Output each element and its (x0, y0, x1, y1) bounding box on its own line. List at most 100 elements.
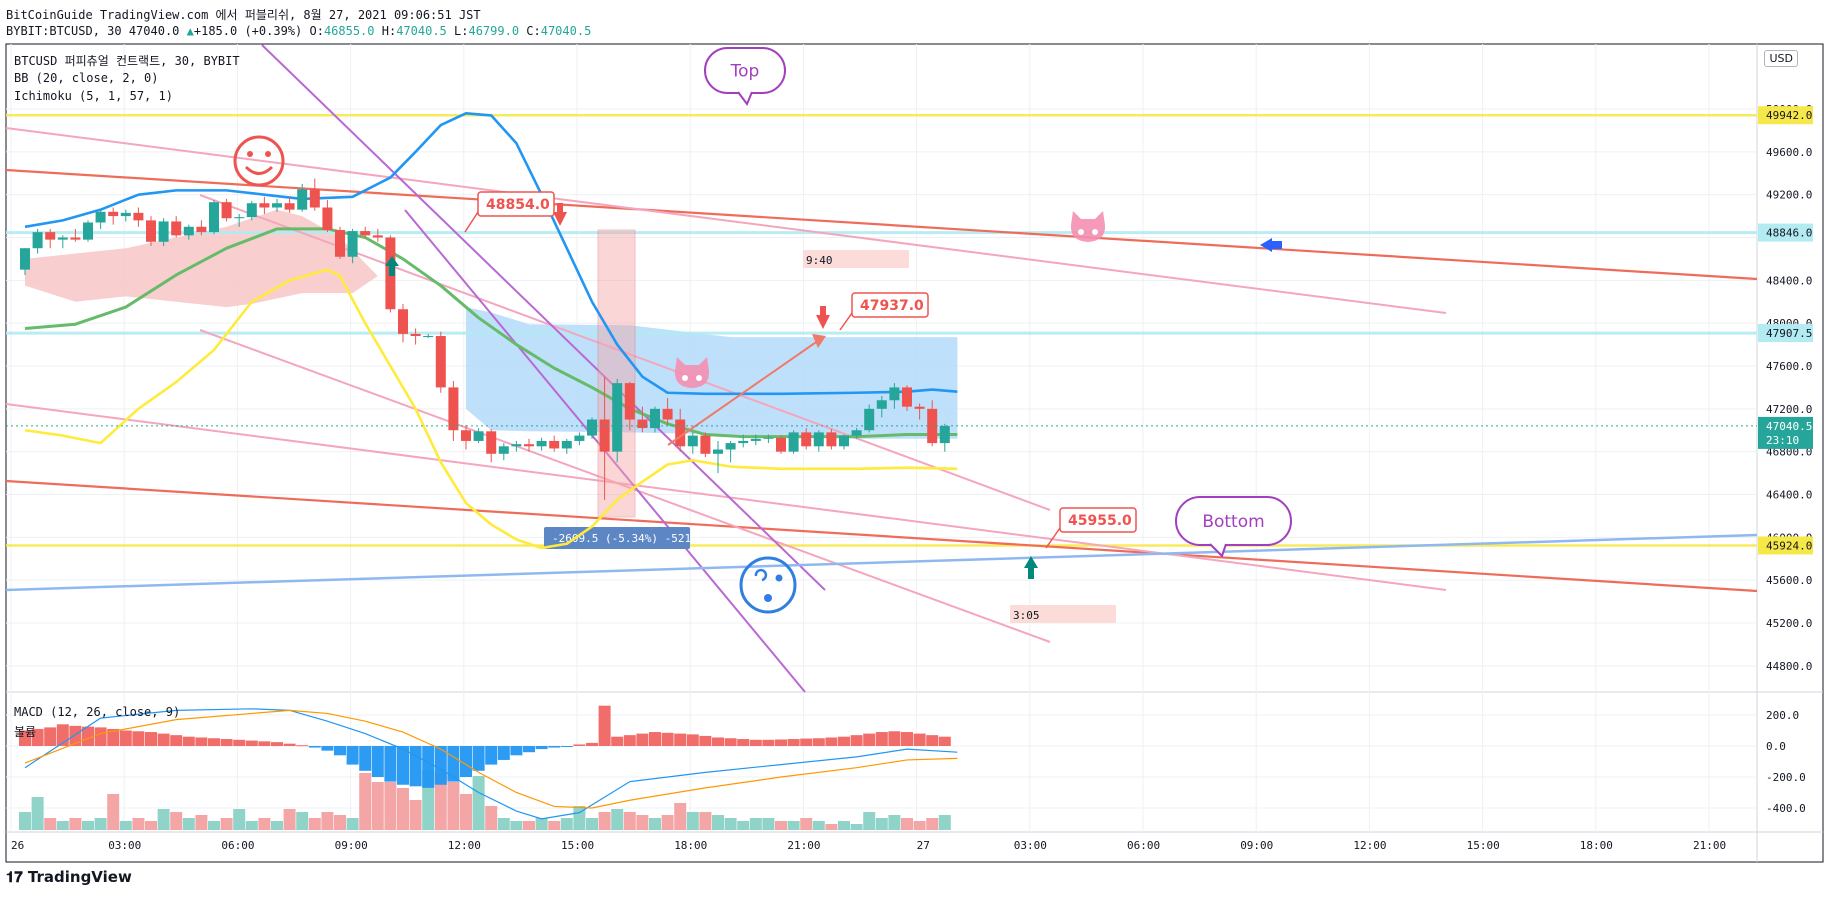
volume-bar (69, 818, 82, 830)
volume-bar (44, 818, 57, 830)
cat-icon-eye (1078, 229, 1084, 235)
macd-histogram-bar (800, 738, 813, 746)
macd-histogram-bar (434, 746, 447, 785)
legend-title: BTCUSD 퍼피츄얼 컨트랙트, 30, BYBIT (14, 54, 240, 68)
candle-body (599, 419, 610, 452)
macd-histogram-bar (938, 736, 951, 746)
last-price-badge-value: 47040.5 (1766, 420, 1812, 433)
volume-bar (447, 782, 460, 830)
price-badge-label: 49942.0 (1766, 109, 1812, 122)
volume-bar (107, 794, 120, 830)
volume-bar (586, 818, 598, 830)
candle-body (914, 406, 925, 409)
volume-bar (686, 812, 699, 830)
time-tick-label: 12:00 (1353, 839, 1386, 852)
bubble-bottom: Bottom (1202, 512, 1264, 532)
volume-bar (334, 815, 346, 830)
time-tick-label: 15:00 (1467, 839, 1500, 852)
time-label-940-bg (803, 250, 909, 268)
cat-icon-eye (682, 375, 688, 381)
candle-body (801, 432, 812, 447)
time-tick-label: 21:00 (787, 839, 820, 852)
volume-bar (132, 818, 145, 830)
macd-histogram-bar (233, 739, 246, 746)
volume-bar (787, 821, 800, 830)
legend-volume[interactable]: 볼륨 (14, 725, 37, 739)
callout-48854-pointer (464, 211, 479, 233)
macd-histogram-bar (560, 746, 573, 747)
macd-histogram-bar (397, 746, 409, 785)
volume-bar (31, 797, 44, 830)
currency-badge[interactable]: USD (1764, 50, 1798, 67)
candle-body (587, 419, 597, 436)
volume-bar (913, 821, 926, 830)
time-tick-label: 12:00 (448, 839, 481, 852)
legend-bb[interactable]: BB (20, close, 2, 0) (14, 71, 159, 85)
macd-histogram-bar (485, 746, 498, 765)
callout-45955-pointer (1045, 527, 1061, 549)
macd-histogram-bar (926, 735, 939, 746)
macd-signal-line (24, 709, 958, 809)
trendline-red-lower (5, 479, 1758, 593)
volume-bar (535, 818, 548, 830)
projection-arrowhead (812, 334, 826, 348)
dizzy-face-mouth (764, 594, 772, 602)
macd-histogram-bar (321, 746, 334, 751)
volume-bar (434, 773, 447, 830)
macd-histogram-bar (548, 746, 561, 748)
volume-bar (674, 803, 687, 830)
volume-bar (94, 818, 107, 830)
callout-48854: 48854.0 (486, 197, 550, 213)
low-label: L: (454, 24, 469, 38)
legend-ichimoku[interactable]: Ichimoku (5, 1, 57, 1) (14, 89, 173, 103)
macd-histogram-bar (245, 740, 258, 746)
volume-bar (661, 815, 674, 830)
macd-histogram-bar (510, 746, 523, 756)
macd-histogram-bar (649, 732, 661, 746)
macd-tick-label: 200.0 (1766, 709, 1799, 722)
price-tick-label: 49600.0 (1766, 146, 1812, 159)
down-arrow-icon (816, 306, 830, 329)
macd-histogram-bar (107, 728, 120, 746)
callout-45955: 45955.0 (1068, 513, 1132, 529)
dizzy-face-eye (754, 568, 768, 582)
volume-bar (611, 809, 624, 830)
up-arrow-icon (385, 256, 399, 276)
macd-histogram-bar (409, 746, 422, 787)
macd-tick-label: -400.0 (1766, 802, 1806, 815)
candle-body (864, 408, 875, 431)
candle-body (713, 449, 723, 454)
volume-bar (346, 818, 359, 830)
candle-body (763, 437, 774, 439)
candle-body (939, 425, 950, 444)
candle-body (511, 444, 522, 447)
macd-histogram-bar (573, 744, 586, 746)
dizzy-face-icon (739, 556, 797, 614)
price-badge (1758, 106, 1813, 125)
volume-bar (775, 821, 787, 830)
close-value: 47040.5 (540, 24, 592, 38)
macd-histogram-bar (296, 745, 309, 747)
volume-bar (875, 818, 888, 830)
legend-macd[interactable]: MACD (12, 26, close, 9) (14, 705, 181, 719)
macd-histogram-bar (170, 735, 183, 746)
macd-histogram-bar (182, 736, 195, 746)
macd-histogram-bar (888, 731, 901, 746)
tradingview-logo[interactable]: 𝟏𝟕 TradingView (6, 868, 132, 886)
happy-face-mouth (244, 165, 274, 175)
macd-histogram-bar (749, 739, 762, 746)
price-change: +185.0 (+0.39%) (193, 24, 303, 38)
publish-info: BitCoinGuide TradingView.com 에서 퍼블리쉬, 8월… (6, 8, 481, 22)
macd-histogram-bar (132, 731, 145, 746)
macd-histogram-bar (31, 728, 44, 746)
time-tick-label: 26 (11, 839, 24, 852)
price-badge (1758, 324, 1813, 343)
happy-face-eye (265, 151, 271, 157)
candle-body (813, 432, 824, 447)
macd-histogram-bar (258, 741, 271, 746)
candle-body (788, 432, 799, 452)
candle-body (561, 440, 572, 449)
callout-47937-pointer (839, 312, 853, 331)
price-badge (1758, 223, 1813, 242)
